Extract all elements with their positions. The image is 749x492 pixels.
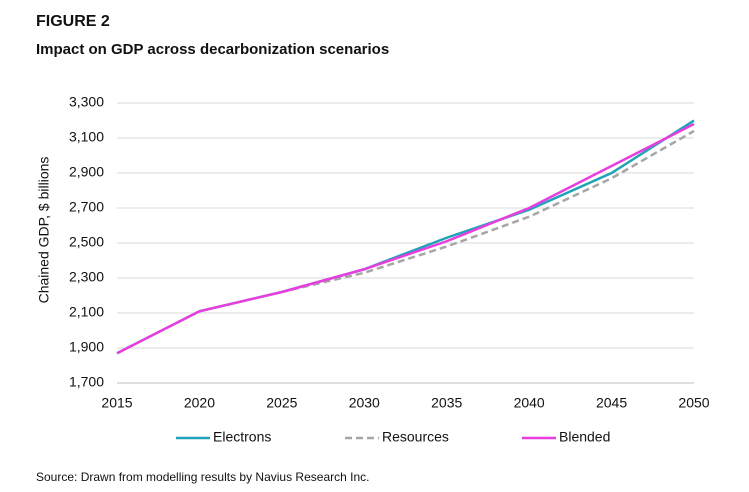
figure-label: FIGURE 2 xyxy=(36,13,110,30)
y-tick-label: 2,100 xyxy=(69,304,104,320)
x-tick-label: 2030 xyxy=(349,395,380,411)
series-line xyxy=(116,119,695,355)
legend-label: Resources xyxy=(382,429,449,445)
y-axis-label: Chained GDP, $ billions xyxy=(36,157,52,304)
y-tick-label: 2,300 xyxy=(69,269,104,285)
x-tick-label: 2015 xyxy=(101,395,132,411)
y-tick-label: 2,900 xyxy=(69,164,104,180)
series-line xyxy=(116,122,695,355)
x-tick-label: 2035 xyxy=(431,395,462,411)
y-tick-label: 2,500 xyxy=(69,234,104,250)
x-tick-label: 2050 xyxy=(678,395,709,411)
x-tick-label: 2025 xyxy=(266,395,297,411)
x-tick-label: 2045 xyxy=(596,395,627,411)
source-note: Source: Drawn from modelling results by … xyxy=(36,470,369,484)
y-tick-label: 3,300 xyxy=(69,94,104,110)
chart-title: Impact on GDP across decarbonization sce… xyxy=(36,41,389,58)
x-tick-label: 2020 xyxy=(184,395,215,411)
y-tick-label: 1,700 xyxy=(69,374,104,390)
y-tick-label: 2,700 xyxy=(69,199,104,215)
y-tick-label: 3,100 xyxy=(69,129,104,145)
legend-label: Blended xyxy=(559,429,610,445)
series-line xyxy=(116,129,695,355)
x-tick-label: 2040 xyxy=(514,395,545,411)
legend-label: Electrons xyxy=(213,429,271,445)
y-tick-label: 1,900 xyxy=(69,339,104,355)
